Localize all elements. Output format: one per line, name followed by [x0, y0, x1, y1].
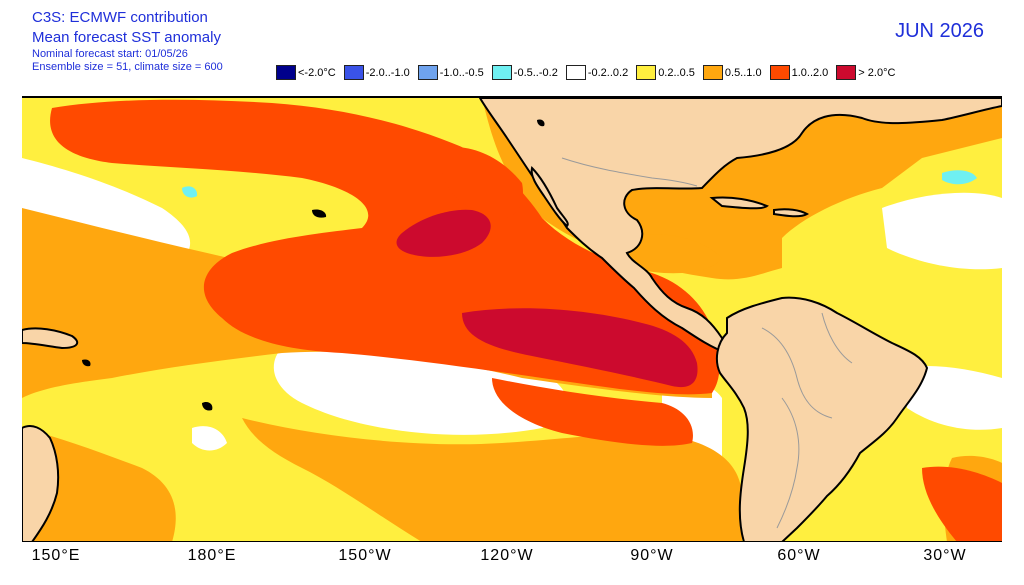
legend-label: -0.5..-0.2 — [513, 66, 558, 79]
legend-label: 0.2..0.5 — [658, 66, 695, 79]
anomaly-band-cyan — [182, 170, 977, 198]
legend-item: -0.2..0.2 — [565, 65, 629, 80]
legend-item: 0.2..0.5 — [636, 65, 695, 80]
legend-swatch — [565, 65, 586, 80]
pacific-islands — [82, 119, 545, 411]
legend-swatch — [417, 65, 438, 80]
legend-item: > 2.0°C — [836, 65, 895, 80]
legend-label: > 2.0°C — [858, 66, 896, 79]
longitude-tick: 120°W — [480, 547, 534, 564]
north-america-landmass — [478, 98, 1002, 355]
legend-swatch — [343, 65, 364, 80]
legend-swatch — [702, 65, 723, 80]
australia-landmass — [22, 425, 60, 541]
legend-label: 1.0..2.0 — [791, 66, 829, 79]
anomaly-band-dark-red — [396, 209, 698, 388]
country-borders — [561, 157, 853, 529]
legend-item: 1.0..2.0 — [769, 65, 829, 80]
caribbean-islands — [709, 196, 810, 218]
map-title: Mean forecast SST anomaly — [32, 29, 221, 46]
longitude-axis: 150°E 180°E 150°W 120°W 90°W 60°W 30°W — [0, 547, 1024, 577]
longitude-tick: 90°W — [630, 547, 674, 564]
legend-swatch — [769, 65, 790, 80]
legend-swatch — [836, 65, 857, 80]
legend-swatch — [636, 65, 657, 80]
legend-swatch — [491, 65, 512, 80]
sst-anomaly-map — [22, 96, 1002, 542]
new-guinea — [22, 327, 79, 350]
south-america-landmass — [715, 296, 929, 541]
legend-item: 0.5..1.0 — [702, 65, 762, 80]
legend-swatch — [276, 65, 296, 80]
map-canvas — [22, 98, 1002, 541]
legend-item: -0.5..-0.2 — [491, 65, 558, 80]
legend-label: -1.0..-0.5 — [439, 66, 484, 79]
legend-label: -2.0..-1.0 — [365, 66, 410, 79]
longitude-tick: 150°E — [31, 547, 81, 564]
longitude-tick: 60°W — [777, 547, 821, 564]
ensemble-size: Ensemble size = 51, climate size = 600 — [32, 61, 223, 73]
legend-item: <-2.0°C — [276, 65, 336, 80]
legend-item: -2.0..-1.0 — [343, 65, 410, 80]
legend: <-2.0°C -2.0..-1.0 -1.0..-0.5 -0.5..-0.2… — [276, 65, 903, 80]
legend-label: -0.2..0.2 — [587, 66, 629, 79]
legend-label: <-2.0°C — [298, 66, 336, 79]
forecast-month: JUN 2026 — [895, 20, 984, 42]
source-title: C3S: ECMWF contribution — [32, 9, 208, 26]
map-header: C3S: ECMWF contribution Mean forecast SS… — [32, 8, 223, 74]
longitude-tick: 30°W — [923, 547, 967, 564]
baja-california — [530, 166, 569, 228]
legend-label: 0.5..1.0 — [724, 66, 762, 79]
longitude-tick: 180°E — [187, 547, 237, 564]
longitude-tick: 150°W — [338, 547, 392, 564]
forecast-start: Nominal forecast start: 01/05/26 — [32, 48, 188, 60]
legend-item: -1.0..-0.5 — [417, 65, 484, 80]
